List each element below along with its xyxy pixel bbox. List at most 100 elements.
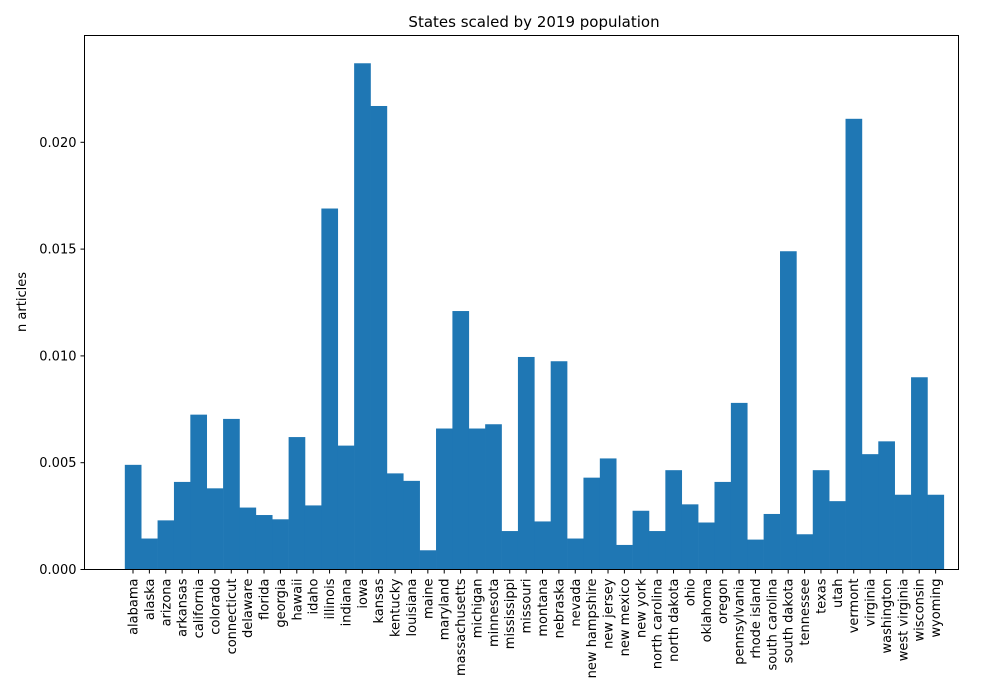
x-ticks-group: alabama alaska arizona arkansas california co… — [127, 569, 944, 679]
chart-title: States scaled by 2019 population — [408, 13, 659, 31]
x-tick-label: maryland — [438, 579, 453, 641]
bar-alaska — [141, 538, 158, 570]
bar-ohio — [681, 504, 699, 570]
bar-california — [190, 414, 208, 570]
x-tick-label: illinois — [323, 578, 338, 619]
x-tick-label: wyoming — [929, 579, 944, 638]
x-tick-label: connecticut — [225, 579, 240, 655]
x-tick-label: arkansas — [176, 578, 191, 637]
x-tick-label: michigan — [470, 579, 485, 639]
bar-pennsylvania — [730, 402, 748, 570]
bar-maine — [419, 550, 437, 570]
x-tick-label: kentucky — [389, 578, 404, 637]
x-tick-label: oregon — [716, 579, 731, 624]
x-tick-label: new hampshire — [585, 579, 600, 679]
bar-north-dakota — [665, 470, 683, 570]
bar-new-york — [632, 510, 650, 570]
x-tick-label: wisconsin — [913, 579, 928, 642]
x-tick-label: utah — [831, 579, 846, 609]
x-tick-label: mississippi — [503, 579, 518, 650]
bar-louisiana — [403, 480, 420, 570]
bar-oregon — [714, 481, 732, 570]
x-tick-label: nebraska — [552, 579, 567, 639]
x-tick-label: idaho — [307, 578, 322, 614]
bar-hawaii — [288, 437, 306, 570]
bar-massachusetts — [452, 311, 470, 570]
bar-minnesota — [485, 424, 502, 570]
x-tick-label: north carolina — [651, 579, 666, 670]
bar-alabama — [124, 464, 142, 570]
y-tick-label: 0.015 — [39, 243, 76, 258]
bar-florida — [255, 515, 273, 570]
x-tick-label: florida — [258, 579, 273, 620]
x-tick-label: indiana — [339, 579, 354, 627]
x-tick-label: pennsylvania — [733, 579, 748, 665]
x-tick-label: north dakota — [667, 579, 682, 662]
bar-arizona — [157, 520, 175, 570]
x-tick-label: alaska — [143, 579, 158, 621]
bar-vermont — [845, 118, 863, 570]
bar-new-mexico — [616, 544, 633, 570]
x-tick-label: rhode island — [749, 579, 764, 659]
bar-maryland — [436, 428, 453, 570]
bar-new-jersey — [599, 458, 617, 570]
x-tick-label: nevada — [569, 579, 584, 627]
bar-iowa — [354, 63, 371, 570]
bar-indiana — [337, 445, 355, 570]
x-tick-label: west virginia — [896, 579, 911, 662]
y-tick-label: 0.000 — [39, 563, 76, 578]
y-axis-label: n articles — [15, 272, 30, 332]
x-tick-label: massachusetts — [454, 578, 469, 676]
x-tick-label: minnesota — [487, 579, 502, 648]
bar-colorado — [206, 488, 224, 570]
bar-mississippi — [501, 531, 519, 570]
bar-washington — [878, 441, 895, 570]
y-ticks-group: 0.000 0.005 0.010 0.015 0.020 — [39, 136, 85, 578]
bar-idaho — [304, 505, 322, 570]
bar-georgia — [272, 519, 289, 570]
bar-texas — [812, 470, 830, 570]
bar-kansas — [370, 105, 388, 570]
x-tick-label: alabama — [127, 579, 142, 635]
x-tick-label: louisiana — [405, 579, 420, 637]
bar-wyoming — [927, 494, 945, 570]
bar-west-virginia — [894, 494, 912, 570]
x-tick-label: missouri — [520, 579, 535, 634]
bars-group — [124, 63, 945, 570]
bar-utah — [829, 501, 846, 570]
bar-arkansas — [173, 481, 191, 570]
bar-nevada — [567, 538, 584, 570]
bar-connecticut — [223, 418, 240, 570]
bar-rhode-island — [747, 539, 764, 570]
x-tick-label: arizona — [159, 579, 174, 627]
bar-new-hampshire — [583, 477, 601, 570]
x-tick-label: virginia — [864, 579, 879, 627]
bar-montana — [534, 521, 551, 570]
y-tick-label: 0.005 — [39, 456, 76, 471]
bar-oklahoma — [698, 522, 715, 570]
x-tick-label: colorado — [208, 578, 223, 634]
y-tick-label: 0.020 — [39, 136, 76, 151]
bar-nebraska — [550, 361, 568, 570]
x-tick-label: vermont — [847, 579, 862, 634]
x-tick-label: washington — [880, 579, 895, 654]
x-tick-label: georgia — [274, 579, 289, 628]
x-tick-label: hawaii — [290, 579, 305, 621]
x-tick-label: tennessee — [798, 579, 813, 646]
x-tick-label: south carolina — [765, 579, 780, 671]
bar-south-carolina — [763, 513, 781, 570]
x-tick-label: montana — [536, 579, 551, 637]
x-tick-label: new mexico — [618, 578, 633, 656]
y-tick-label: 0.010 — [39, 349, 76, 364]
bar-delaware — [239, 507, 257, 570]
x-tick-label: south dakota — [782, 579, 797, 664]
bar-kentucky — [386, 473, 404, 570]
x-tick-label: california — [192, 579, 207, 639]
bar-tennessee — [796, 534, 814, 570]
bar-north-carolina — [648, 531, 666, 570]
x-tick-label: texas — [814, 578, 829, 614]
x-tick-label: new york — [634, 578, 649, 638]
bar-wisconsin — [911, 377, 928, 570]
x-tick-label: iowa — [356, 579, 371, 609]
